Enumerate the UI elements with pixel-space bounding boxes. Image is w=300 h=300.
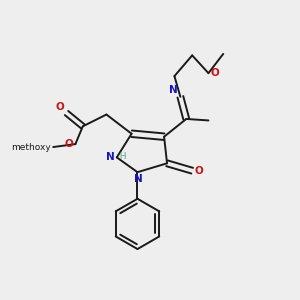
Text: O: O bbox=[64, 139, 73, 149]
Text: O: O bbox=[56, 102, 64, 112]
Text: O: O bbox=[211, 68, 220, 78]
Text: H: H bbox=[114, 152, 127, 161]
Text: N: N bbox=[169, 85, 178, 95]
Text: methoxy: methoxy bbox=[46, 145, 52, 146]
Text: methoxy: methoxy bbox=[11, 142, 51, 152]
Text: N: N bbox=[106, 152, 114, 161]
Text: N: N bbox=[134, 174, 143, 184]
Text: O: O bbox=[194, 166, 203, 176]
